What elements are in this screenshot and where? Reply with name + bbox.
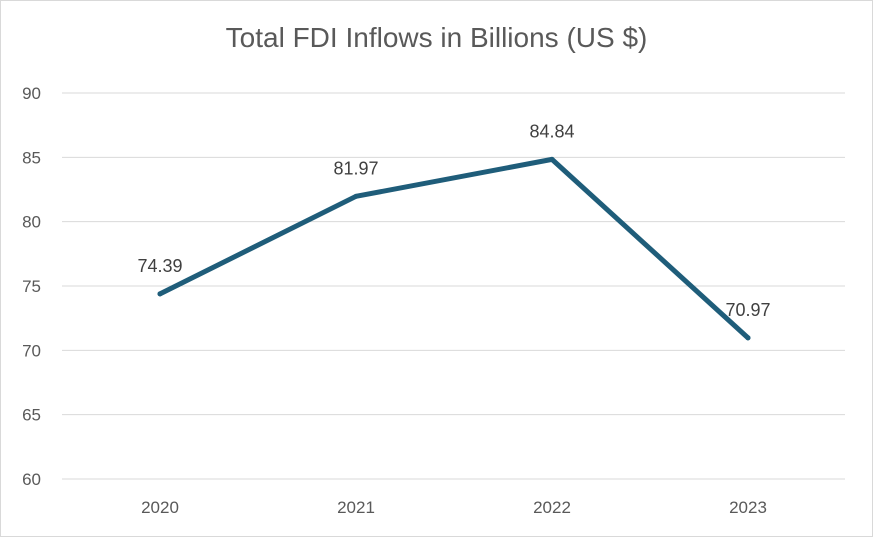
y-tick-label: 85 (22, 148, 41, 167)
data-labels: 74.39 81.97 84.84 70.97 (137, 121, 770, 319)
y-axis-ticks: 60 65 70 75 80 85 90 (22, 84, 41, 489)
y-tick-label: 60 (22, 470, 41, 489)
series-line (157, 156, 751, 341)
data-point (157, 291, 163, 297)
y-tick-label: 75 (22, 277, 41, 296)
y-tick-label: 65 (22, 406, 41, 425)
y-tick-label: 80 (22, 213, 41, 232)
data-point (549, 156, 555, 162)
gridlines (62, 92, 845, 480)
data-label: 74.39 (137, 256, 182, 276)
data-label: 81.97 (333, 158, 378, 178)
x-tick-label: 2020 (141, 498, 179, 517)
data-label: 70.97 (725, 300, 770, 320)
data-label: 84.84 (529, 121, 574, 141)
x-axis-ticks: 2020 2021 2022 2023 (141, 498, 767, 517)
data-point (353, 193, 359, 199)
series-layer (157, 156, 751, 341)
y-tick-label: 70 (22, 341, 41, 360)
x-tick-label: 2023 (729, 498, 767, 517)
chart-title: Total FDI Inflows in Billions (US $) (225, 22, 648, 53)
x-tick-label: 2021 (337, 498, 375, 517)
x-tick-label: 2022 (533, 498, 571, 517)
y-tick-label: 90 (22, 84, 41, 103)
data-point (745, 335, 751, 341)
